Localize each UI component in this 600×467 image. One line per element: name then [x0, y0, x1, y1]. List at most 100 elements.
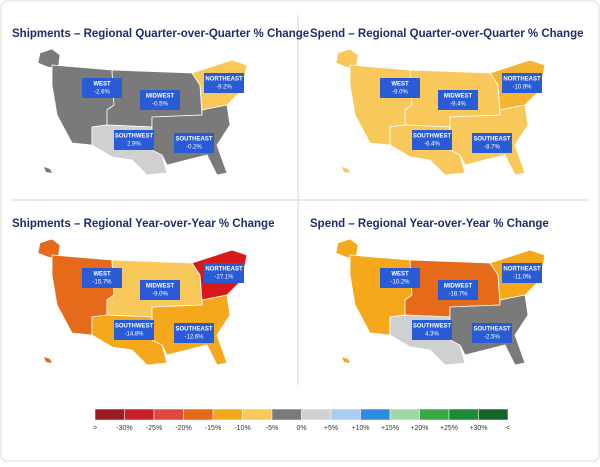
region-value: -9.2%	[216, 85, 232, 91]
legend-label: -30%	[116, 425, 132, 432]
region-value: -9.0%	[152, 292, 168, 298]
region-value: 4.3%	[425, 332, 439, 338]
region-name: SOUTHWEST	[115, 134, 154, 140]
region-label-box	[502, 73, 542, 93]
panel-title: Spend – Regional Quarter-over-Quarter % …	[310, 28, 584, 40]
legend-swatch	[183, 408, 214, 421]
region-label-box	[174, 323, 214, 343]
legend-label: 0%	[296, 425, 306, 432]
region-label-box	[380, 78, 420, 98]
legend-label: +15%	[381, 425, 399, 432]
region-label-box	[204, 73, 244, 93]
legend-label: -5%	[266, 425, 278, 432]
region-value: -9.0%	[392, 90, 408, 96]
region-value: -18.7%	[448, 292, 468, 298]
region-name: WEST	[391, 272, 409, 278]
region-label-box	[438, 280, 478, 300]
region-label-box	[140, 280, 180, 300]
region-name: NORTHEAST	[205, 267, 243, 273]
legend-swatch	[448, 408, 479, 421]
region-value: -2.5%	[484, 335, 500, 341]
legend-swatch	[94, 408, 125, 421]
region-name: SOUTHEAST	[473, 137, 510, 143]
region-value: -6.4%	[424, 142, 440, 148]
region-label-box	[412, 320, 452, 340]
region-label-box	[114, 320, 154, 340]
region-label-box	[502, 263, 542, 283]
region-name: WEST	[391, 82, 409, 88]
region-name: MIDWEST	[146, 284, 175, 290]
legend-label: -10%	[234, 425, 250, 432]
map: WEST -9.0% MIDWEST -9.4% NORTHEAST -10.9% SOUT…	[335, 48, 546, 176]
legend-label: -15%	[205, 425, 221, 432]
region-label-box	[174, 133, 214, 153]
region-name: WEST	[93, 82, 111, 88]
region-label-box	[472, 133, 512, 153]
region-value: -14.8%	[124, 332, 144, 338]
map: WEST -10.2% MIDWEST -18.7% NORTHEAST -11.0% SO…	[335, 238, 546, 366]
region-name: NORTHEAST	[503, 77, 541, 83]
region-name: SOUTHEAST	[473, 327, 510, 333]
region-name: MIDWEST	[444, 284, 473, 290]
map: WEST -15.7% MIDWEST -9.0% NORTHEAST -27.1% SOU…	[37, 238, 248, 366]
legend-swatch	[271, 408, 302, 421]
panel-title: Shipments – Regional Year-over-Year % Ch…	[12, 218, 274, 230]
region-label-box	[380, 268, 420, 288]
region-name: WEST	[93, 272, 111, 278]
region-value: -9.4%	[450, 102, 466, 108]
region-name: SOUTHWEST	[413, 324, 452, 330]
region-label-box	[412, 130, 452, 150]
region-value: -11.0%	[513, 275, 532, 281]
legend-swatch	[242, 408, 273, 421]
region-name: SOUTHEAST	[175, 137, 212, 143]
legend-swatch	[153, 408, 184, 421]
region-name: NORTHEAST	[503, 267, 541, 273]
legend-label: >	[93, 425, 97, 432]
panel-title: Spend – Regional Year-over-Year % Change	[310, 218, 549, 230]
region-value: 2.9%	[127, 142, 141, 148]
legend-label: +10%	[351, 425, 369, 432]
region-value: -27.1%	[214, 275, 234, 281]
region-value: -10.2%	[390, 280, 410, 286]
legend-label: +5%	[324, 425, 338, 432]
legend-label: -20%	[175, 425, 191, 432]
region-label-box	[204, 263, 244, 283]
legend-label: <	[506, 425, 510, 432]
region-value: -12.6%	[184, 335, 204, 341]
panel-title: Shipments – Regional Quarter-over-Quarte…	[12, 28, 309, 40]
legend-swatch	[330, 408, 361, 421]
hawaii	[44, 167, 52, 173]
hawaii	[44, 357, 52, 363]
region-value: -15.7%	[92, 280, 112, 286]
legend-label: +20%	[410, 425, 428, 432]
region-value: -2.6%	[94, 90, 110, 96]
region-name: SOUTHWEST	[115, 324, 154, 330]
legend-label: +25%	[440, 425, 458, 432]
region-label-box	[82, 78, 122, 98]
region-name: MIDWEST	[444, 94, 473, 100]
region-name: SOUTHEAST	[175, 327, 212, 333]
legend-swatch	[360, 408, 391, 421]
hawaii	[342, 357, 350, 363]
legend-swatch	[212, 408, 243, 421]
hawaii	[342, 167, 350, 173]
region-value: -0.2%	[186, 145, 202, 151]
region-label-box	[438, 90, 478, 110]
legend-swatch	[419, 408, 450, 421]
region-name: MIDWEST	[146, 94, 175, 100]
legend-label: -25%	[146, 425, 162, 432]
legend-swatch	[301, 408, 332, 421]
region-value: -0.5%	[152, 102, 168, 108]
region-value: -10.9%	[512, 85, 532, 91]
region-label-box	[140, 90, 180, 110]
legend-swatch	[389, 408, 420, 421]
map: WEST -2.6% MIDWEST -0.5% NORTHEAST -9.2% SOUTH…	[37, 48, 248, 176]
region-label-box	[114, 130, 154, 150]
region-value: -8.7%	[484, 145, 500, 151]
legend-swatch	[478, 408, 509, 421]
legend-label: +30%	[469, 425, 487, 432]
region-name: NORTHEAST	[205, 77, 243, 83]
region-label-box	[82, 268, 122, 288]
